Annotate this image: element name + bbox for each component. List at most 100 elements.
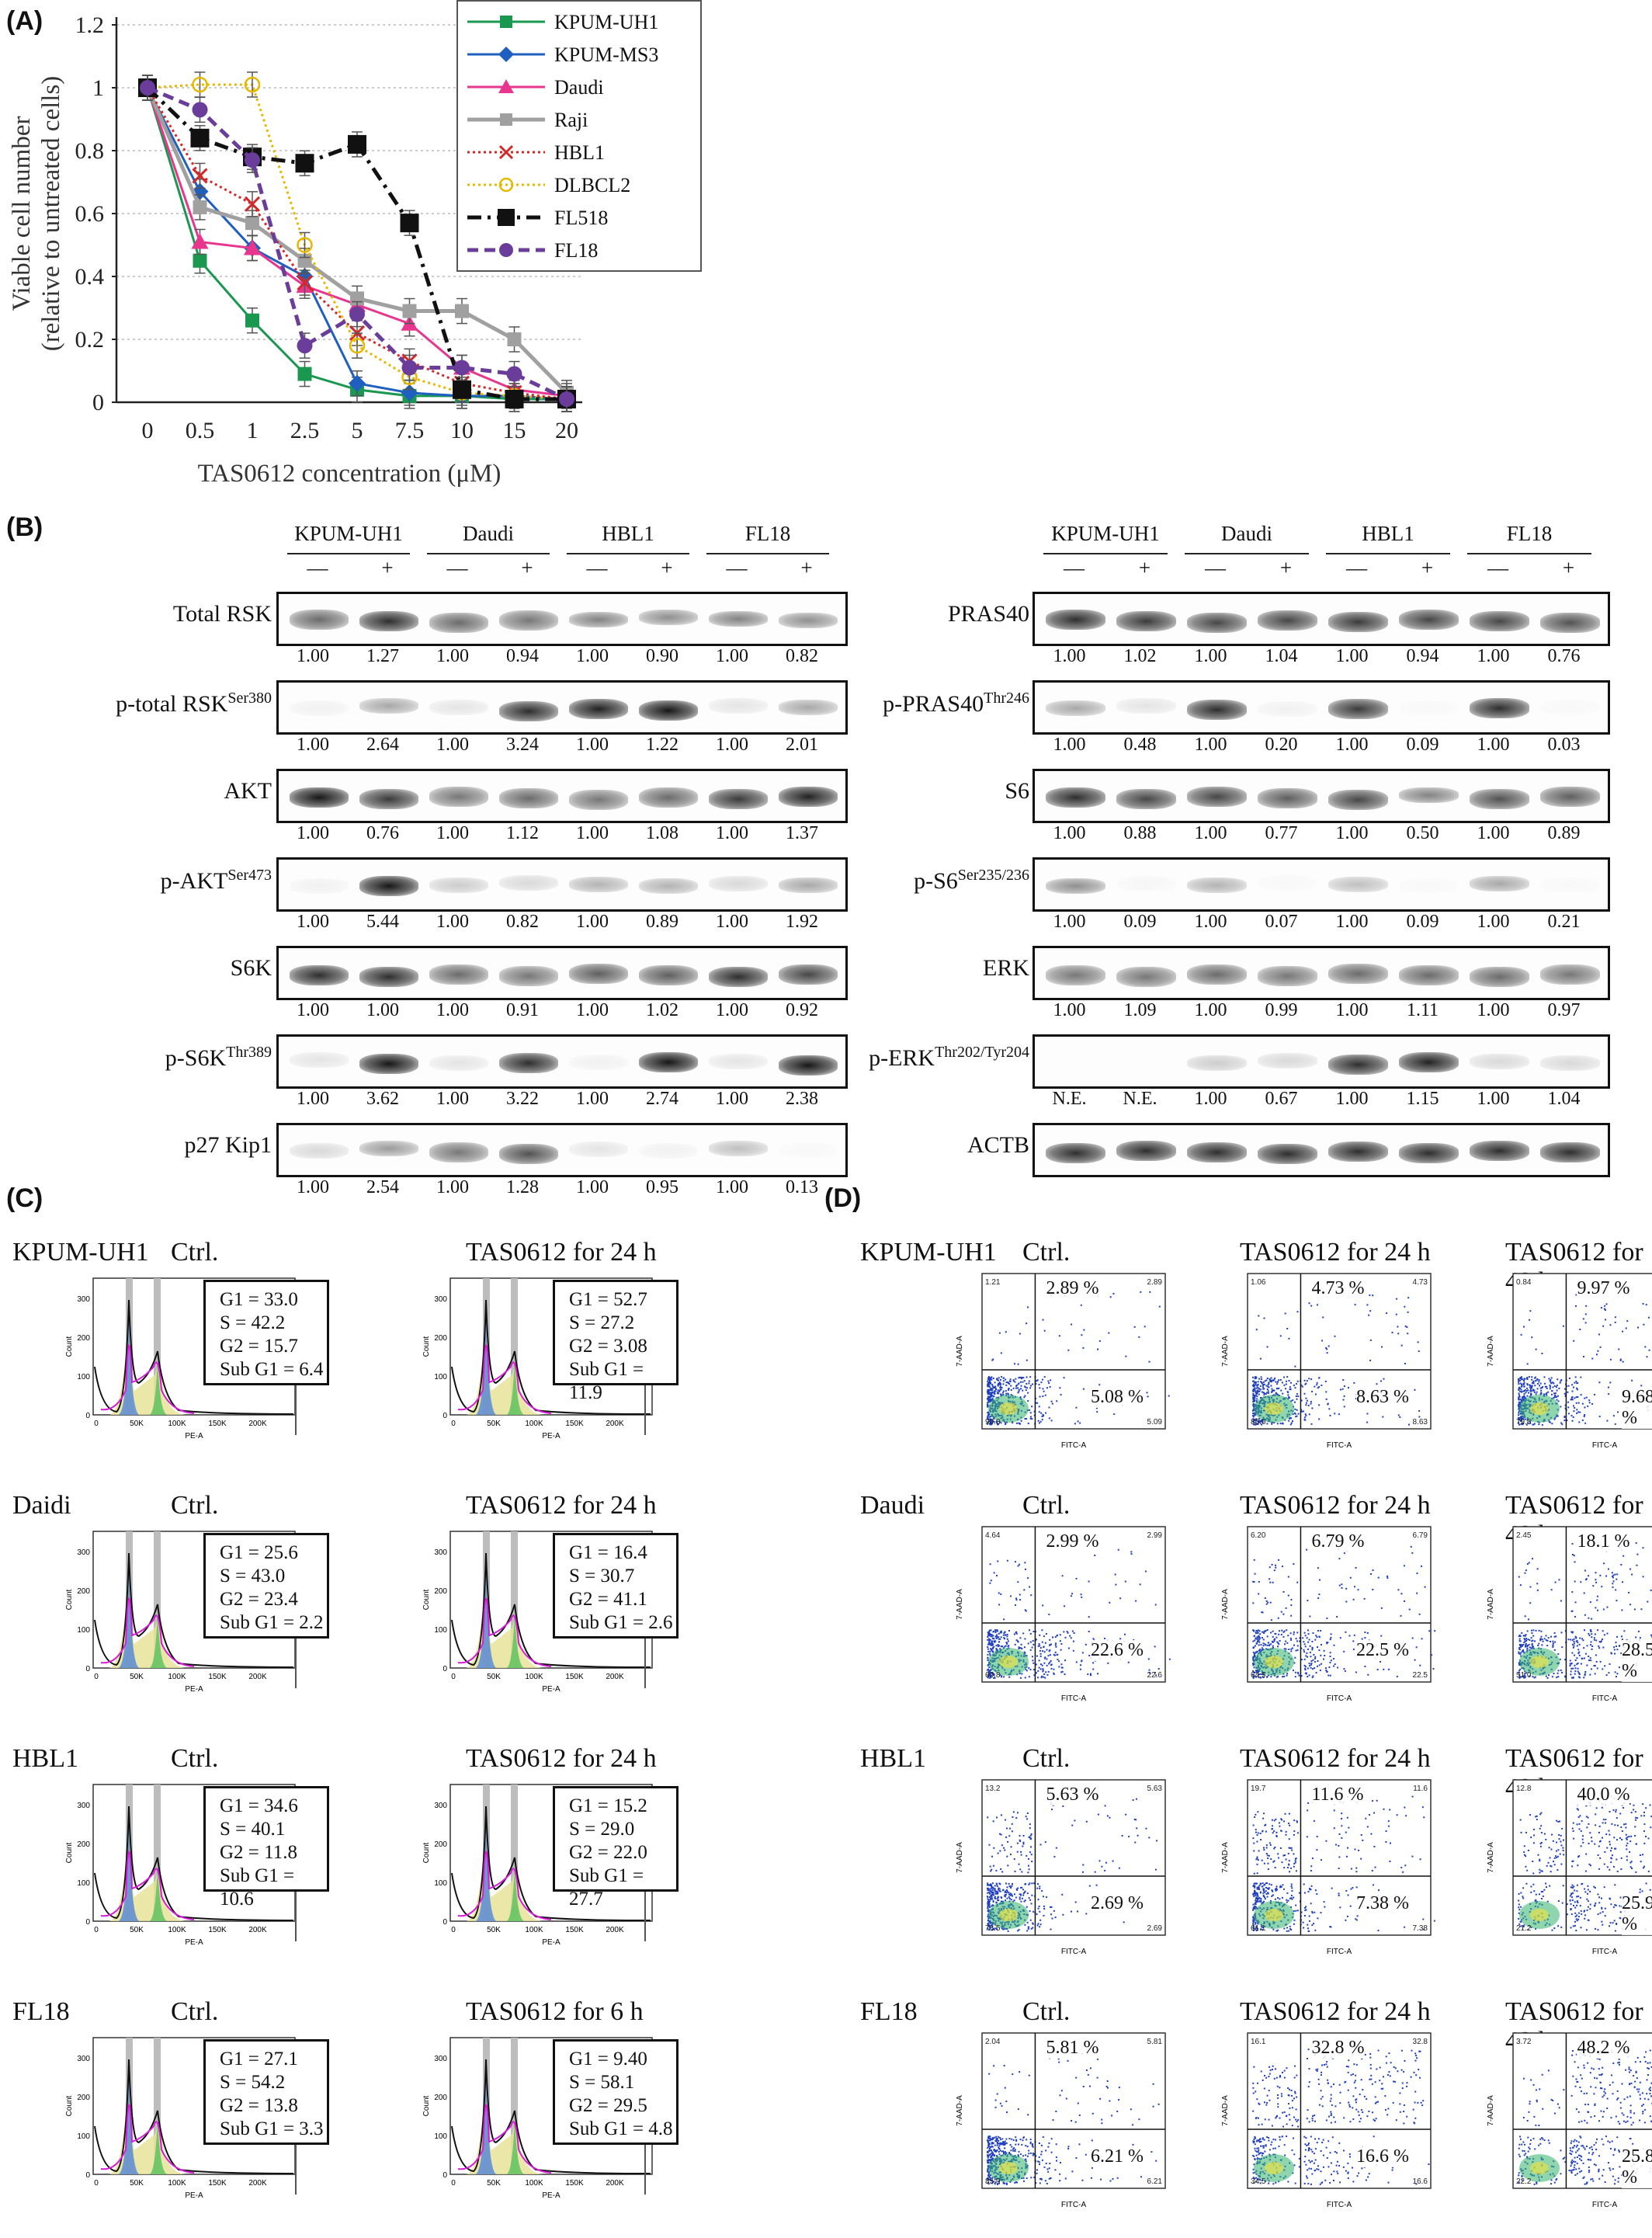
band [569,877,628,892]
band [359,611,418,631]
quant-value: 1.00 [1335,1089,1369,1109]
quadrant-value: 5.09 [1147,1418,1163,1427]
x-tick-label: 0 [94,1926,99,1934]
quadrant-value: 4.64 [985,1531,1001,1540]
legend-swatch [467,113,545,126]
quadrant-value: 79.5 [1516,1418,1532,1427]
quadrant-value: 5.63 [1147,1784,1163,1793]
treatment-label: — [446,556,468,579]
y-tick-label: 0 [85,1412,90,1420]
x-tick-label: 50K [487,1926,501,1934]
treatment-label: + [661,556,673,579]
treatment-label: — [307,556,328,579]
band [499,701,558,721]
blot-label: ACTB [967,1132,1029,1158]
y-tick-label: 100 [434,1373,447,1381]
y-tick-label: 300 [434,2055,447,2063]
cell-line-header: FL18 [1506,522,1553,545]
stat-g2: G2 = 29.5 [569,2095,647,2116]
quadrant-value: 8.63 [1413,1418,1428,1427]
quant-value: 1.00 [576,1177,609,1197]
y-axis-subtitle: (relative to untreated cells) [37,76,65,352]
x-tick-label: 100K [168,1420,186,1428]
legend-label: DLBCL2 [554,174,631,196]
band [709,967,768,987]
blot-label: p-PRAS40Thr246 [883,690,1029,717]
quadrant-value: 2.69 [1147,1924,1163,1933]
band [1187,964,1247,985]
stat-g2: G2 = 15.7 [220,1336,298,1357]
x-axis-title: PE-A [185,2191,203,2200]
scatter-title: Ctrl. [1022,1491,1071,1520]
band [1258,610,1317,631]
y-axis-title: 7-AAD-A [1221,1589,1230,1620]
quant-value: 1.00 [1335,1000,1369,1020]
stat-g2: G2 = 41.1 [569,1589,647,1610]
panel-label-c: (C) [6,1183,43,1213]
phase-stats-box: G1 = 16.4 S = 30.7 G2 = 41.1 Sub G1 = 2.6 [553,1533,678,1639]
band [1399,1143,1459,1163]
data-point [506,360,522,387]
band [359,967,418,987]
quant-value: 2.38 [786,1089,818,1109]
band [709,876,768,891]
band [569,699,628,719]
cell-line-label: KPUM-UH1 [860,1238,997,1267]
y-axis-title: Viable cell number [8,116,36,311]
quant-value: 0.90 [646,646,678,666]
quant-value: 1.00 [1194,1000,1227,1020]
x-tick-label: 50K [130,2179,144,2188]
x-tick-label: 100K [525,1673,543,1681]
band [1399,1052,1459,1072]
upper-right-percent: 18.1 % [1577,1531,1630,1552]
header-underline [567,553,689,554]
y-tick-label: 300 [77,2055,90,2063]
x-axis-title: FITC-A [1327,1948,1352,1956]
phase-stats-box: G1 = 15.2 S = 29.0 G2 = 22.0 Sub G1 = 27.7 [553,1786,678,1910]
header-underline [1326,553,1450,554]
blot-image [1032,946,1610,1000]
band [290,1052,349,1068]
y-tick-label: 0 [442,1918,447,1927]
blot-label: p-S6KThr389 [165,1044,272,1071]
band [290,610,349,630]
quant-value: N.E. [1052,1089,1087,1109]
y-axis-title: 7-AAD-A [956,1842,964,1873]
band [1328,1055,1388,1075]
lower-right-percent: 28.5 % [1622,1640,1652,1682]
band [499,966,558,986]
cell-cycle-panel: KPUM-UH1 Ctrl. 0 100 200 300 0 50K 100K 150K 200K P… [0,1188,838,2238]
band [569,790,628,810]
y-tick-label: 0 [442,1412,447,1420]
blot-label-superscript: Ser380 [227,690,272,707]
x-tick-label: 7.5 [395,418,425,443]
quant-value: 1.11 [1406,1000,1439,1020]
quant-value: 1.00 [1194,1089,1227,1109]
quadrant-value: 11.6 [1413,1784,1428,1793]
quant-value: 1.00 [716,1000,748,1020]
legend-swatch [467,177,545,193]
quant-value: 1.00 [436,1177,469,1197]
y-axis-title: 7-AAD-A [1221,2095,1230,2126]
upper-right-percent: 2.89 % [1046,1278,1099,1299]
x-tick-label: 50K [130,1673,144,1681]
x-axis-title: FITC-A [1592,1441,1618,1450]
blot-image [1032,680,1610,735]
blot-image [276,680,848,735]
quadrant-value: 90.8 [985,1418,1001,1427]
data-point [348,131,366,158]
stat-g1: G1 = 9.40 [569,2049,647,2069]
treatment-label: + [521,556,533,579]
quant-value: 1.00 [716,735,748,755]
x-axis-title: FITC-A [1592,2201,1618,2209]
lower-right-percent: 2.69 % [1091,1893,1144,1914]
y-tick-label: 1.2 [75,12,105,38]
upper-right-percent: 40.0 % [1577,1784,1630,1805]
quant-value: 0.03 [1547,735,1581,755]
quadrant-value: 2.04 [985,2038,1001,2046]
band [1116,611,1176,631]
band [1187,1142,1247,1162]
quant-value: 5.44 [366,912,399,932]
quant-value: 1.00 [297,912,329,932]
x-axis-title: FITC-A [1327,1441,1352,1450]
